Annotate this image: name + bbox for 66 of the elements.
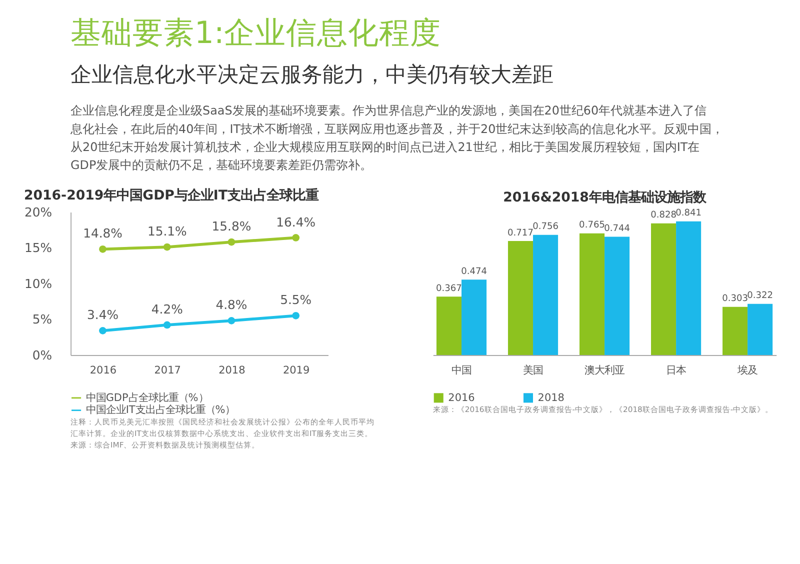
x-tick-label: 澳大利亚 (584, 364, 625, 377)
bar (533, 234, 558, 356)
point (292, 312, 300, 320)
x-tick-label: 2016 (90, 364, 117, 377)
bar (436, 296, 462, 356)
data-label: 15.8% (212, 218, 252, 234)
bar (508, 241, 534, 356)
data-label: 16.4% (276, 214, 316, 230)
bar (604, 236, 630, 356)
text: 息化社会，在此后的40年间，IT技术不断增强，互联网应用也逐步普及，并于20世纪末达到较高的信息化水平。反观中国， (70, 122, 724, 136)
legend-label: 中国GDP占全球比重（%） (86, 392, 208, 404)
x-tick-label: 2018 (218, 364, 246, 377)
data-label: 4.2% (151, 302, 184, 317)
data-label: 4.8% (216, 297, 248, 312)
text: 从20世纪末开始发展计算机技术，企业大规模应用互联网的时间点已进入21世纪，相比于美国发展历程较短，国内IT在 (70, 140, 700, 154)
y-tick-label: 20% (24, 204, 52, 220)
bar (651, 223, 676, 356)
x-tick-label: 2017 (154, 364, 181, 377)
x-tick-label: 中国 (452, 364, 472, 377)
chart-title: 2016-2019年中国GDP与企业IT支出占全球比重 (24, 188, 318, 204)
data-label: 0.367 (436, 284, 462, 294)
data-label: 0.744 (604, 224, 630, 234)
point (163, 321, 171, 329)
data-label: 0.717 (508, 228, 534, 238)
data-label: 0.828 (650, 210, 677, 221)
text: 企业信息化程度是企业级SaaS发展的基础环境要素。作为世界信息产业的发源地，美国在20世纪60年代就基本进入了信 (70, 104, 707, 118)
bar (722, 306, 748, 356)
x-tick-label: 日本 (666, 364, 686, 377)
point (163, 243, 171, 251)
data-label: 0.756 (532, 222, 559, 232)
data-label: 0.303 (722, 294, 748, 304)
x-tick-label: 2019 (282, 364, 310, 377)
text: 注释：人民币兑美元汇率按照《国民经济和社会发展统计公报》公布的全年人民币平均 (70, 418, 375, 427)
y-tick-label: 10% (24, 276, 52, 291)
text: 基础要素1:企业信息化程度 (70, 16, 442, 52)
source-note: 来源：综合IMF、公开资料数据及统计预测模型估算。 (70, 440, 260, 450)
y-tick-label: 15% (24, 240, 52, 256)
x-tick-label: 美国 (523, 364, 544, 377)
point (228, 238, 236, 246)
source-note: 来源：《2016联合国电子政务调查报告-中文版》，《2018联合国电子政务调查报告-中文版》。 (432, 405, 774, 414)
point (99, 327, 106, 334)
text: 汇率计算。企业的IT支出仅核算数据中心系统支出、企业软件支出和IT服务支出三类。 (70, 429, 372, 438)
bar (580, 233, 605, 356)
point (99, 245, 106, 253)
data-label: 0.765 (579, 220, 605, 231)
legend-label: 2016 (448, 392, 475, 404)
legend-label: 中国企业IT支出占全球比重（%） (86, 404, 236, 416)
y-tick-label: 0% (32, 347, 52, 362)
data-label: 3.4% (87, 307, 119, 322)
text: GDP发展中的贡献仍不足，基础环境要素差距仍需弥补。 (70, 158, 372, 172)
legend-label: 2018 (538, 392, 564, 404)
text: 企业信息化水平决定云服务能力，中美仍有较大差距 (70, 62, 554, 86)
data-label: 0.322 (747, 291, 774, 302)
data-label: 5.5% (280, 292, 312, 308)
bar (462, 280, 487, 356)
data-label: 0.474 (461, 266, 488, 277)
point (228, 316, 236, 324)
bar (676, 221, 702, 356)
y-tick-label: 5% (32, 312, 52, 327)
data-label: 0.841 (676, 208, 702, 219)
point (292, 234, 300, 242)
data-label: 14.8% (83, 226, 123, 241)
data-label: 15.1% (147, 224, 187, 239)
bar (748, 304, 773, 356)
chart-title: 2016&2018年电信基础设施指数 (503, 189, 707, 206)
x-tick-label: 埃及 (736, 364, 758, 377)
